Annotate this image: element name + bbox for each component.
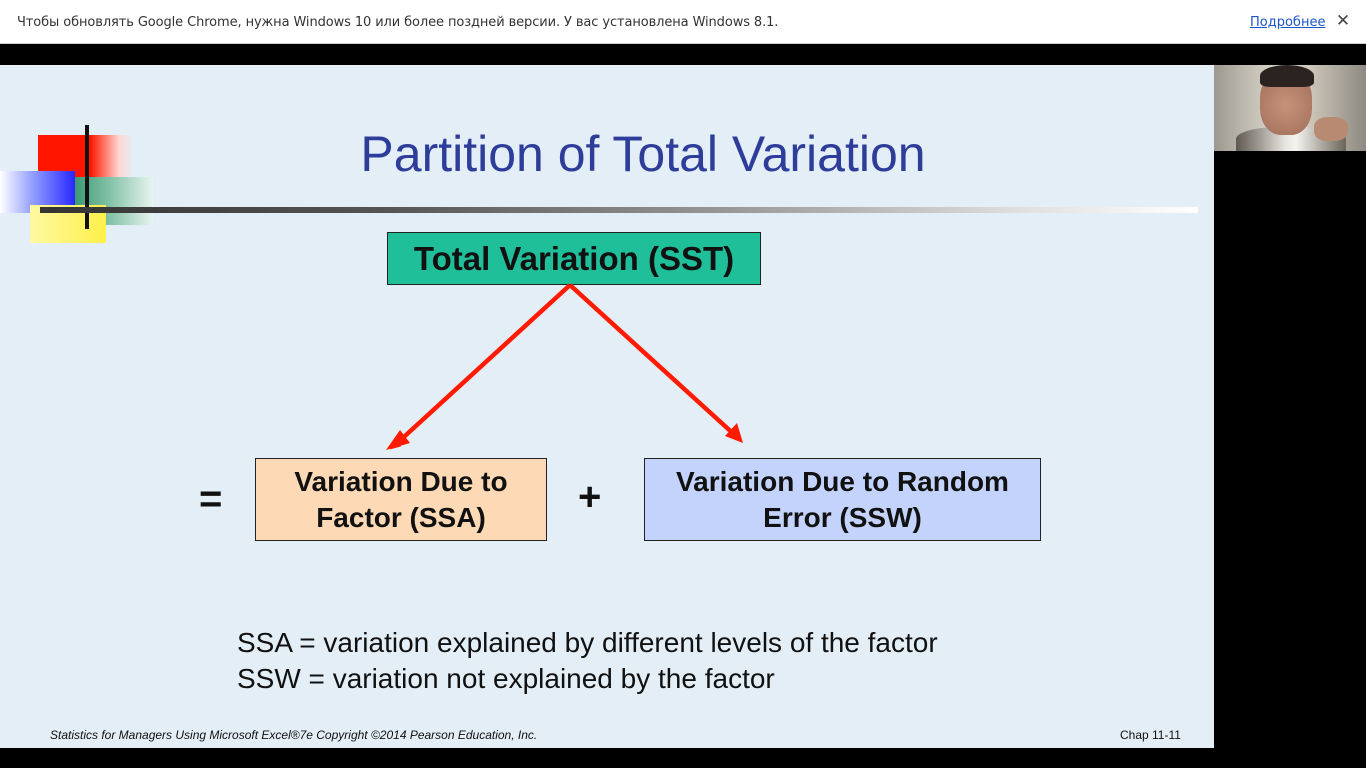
arrow-to-ssa (390, 283, 572, 450)
presentation-slide: Partition of Total Variation Total Varia… (0, 65, 1214, 748)
ssa-label-line1: Variation Due to (294, 465, 508, 497)
arrow-to-ssw (568, 283, 741, 441)
infobar-close-icon[interactable]: ✕ (1335, 11, 1351, 30)
copyright-footer: Statistics for Managers Using Microsoft … (50, 728, 538, 742)
bottom-letterbox (0, 748, 1366, 768)
infobar-more-link[interactable]: Подробнее (1250, 15, 1326, 30)
sst-label: Total Variation (SST) (413, 239, 735, 277)
ssa-label-line2: Factor (SSA) (316, 501, 486, 533)
partition-arrows (386, 283, 743, 450)
plus-sign: + (578, 475, 602, 519)
definitions: SSA = variation explained by different l… (237, 625, 938, 697)
ssw-definition: SSW = variation not explained by the fac… (237, 663, 775, 694)
arrowhead-ssw (725, 423, 743, 443)
ssw-box: Variation Due to Random Error (SSW) (644, 458, 1041, 541)
sst-box: Total Variation (SST) (387, 232, 761, 285)
presenter-video-icon[interactable] (1214, 65, 1366, 151)
ssa-box: Variation Due to Factor (SSA) (255, 458, 547, 541)
ssw-label-line1: Variation Due to Random (676, 465, 1009, 497)
slide-number: Chap 11-11 (1120, 728, 1181, 742)
arrowhead-ssa (386, 430, 410, 450)
title-divider (40, 207, 1198, 213)
chrome-update-infobar: Чтобы обновлять Google Chrome, нужна Win… (0, 0, 1366, 44)
infobar-message: Чтобы обновлять Google Chrome, нужна Win… (17, 15, 779, 30)
ssw-label-line2: Error (SSW) (763, 501, 922, 533)
ssa-definition: SSA = variation explained by different l… (237, 627, 938, 658)
equals-sign: = (199, 477, 223, 521)
slide-title: Partition of Total Variation (360, 126, 926, 182)
